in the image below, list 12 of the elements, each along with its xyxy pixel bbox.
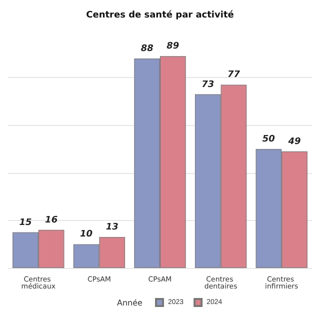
data-label: 15 — [19, 218, 32, 228]
data-label: 73 — [202, 80, 214, 90]
data-label: 49 — [287, 136, 301, 147]
data-label: 77 — [227, 70, 241, 80]
data-label: 16 — [45, 215, 58, 226]
data-label: 88 — [140, 44, 154, 54]
data-label: 10 — [80, 230, 93, 240]
legend-title: Année — [117, 298, 143, 308]
data-label: 50 — [262, 134, 275, 144]
data-label: 89 — [166, 42, 180, 52]
chart-title: Centres de santé par activité — [86, 10, 234, 20]
data-label: 13 — [106, 222, 118, 233]
